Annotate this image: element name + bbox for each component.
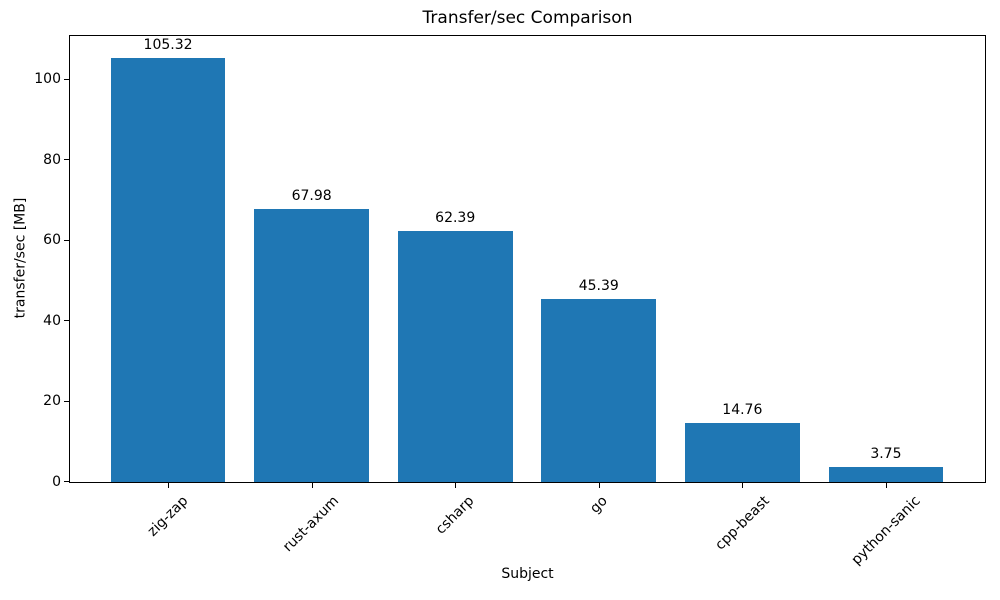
y-tick-label: 60 <box>43 232 61 249</box>
bar-go <box>541 299 657 482</box>
bar-value-label: 105.32 <box>143 37 193 54</box>
y-tick-label: 40 <box>43 312 61 329</box>
y-tick-label: 100 <box>34 71 61 88</box>
x-tick-label-python-sanic: python-sanic <box>848 493 924 569</box>
bar-value-label: 67.98 <box>291 187 332 204</box>
bar-cpp-beast <box>684 422 800 482</box>
x-tick-mark <box>885 483 887 488</box>
x-tick-label-rust-axum: rust-axum <box>280 493 343 556</box>
y-tick-mark <box>64 239 69 241</box>
x-tick-label-csharp: csharp <box>432 493 478 538</box>
plot-area <box>69 35 986 483</box>
bar-value-label: 62.39 <box>435 210 476 227</box>
bar-value-label: 45.39 <box>578 278 619 295</box>
bar-value-label: 3.75 <box>870 445 902 462</box>
bar-rust-axum <box>254 208 370 482</box>
chart-title: Transfer/sec Comparison <box>422 8 633 28</box>
x-tick-label-go: go <box>586 493 611 517</box>
y-tick-label: 20 <box>43 393 61 410</box>
bar-value-label: 14.76 <box>722 401 763 418</box>
y-tick-label: 80 <box>43 151 61 168</box>
y-tick-mark <box>64 400 69 402</box>
y-tick-mark <box>64 320 69 322</box>
bar-zig-zap <box>110 58 226 482</box>
y-tick-label: 0 <box>52 473 61 490</box>
x-axis-label: Subject <box>501 566 554 582</box>
x-tick-label-zig-zap: zig-zap <box>144 493 192 540</box>
bar-python-sanic <box>828 466 944 482</box>
x-tick-label-cpp-beast: cpp-beast <box>712 493 773 554</box>
bar-csharp <box>397 231 513 482</box>
x-tick-mark <box>742 483 744 488</box>
y-tick-mark <box>64 159 69 161</box>
x-tick-mark <box>455 483 457 488</box>
y-axis-label: transfer/sec [MB] <box>12 197 29 319</box>
x-tick-mark <box>168 483 170 488</box>
y-tick-mark <box>64 78 69 80</box>
x-tick-mark <box>311 483 313 488</box>
y-tick-mark <box>64 481 69 482</box>
x-tick-mark <box>598 483 600 488</box>
